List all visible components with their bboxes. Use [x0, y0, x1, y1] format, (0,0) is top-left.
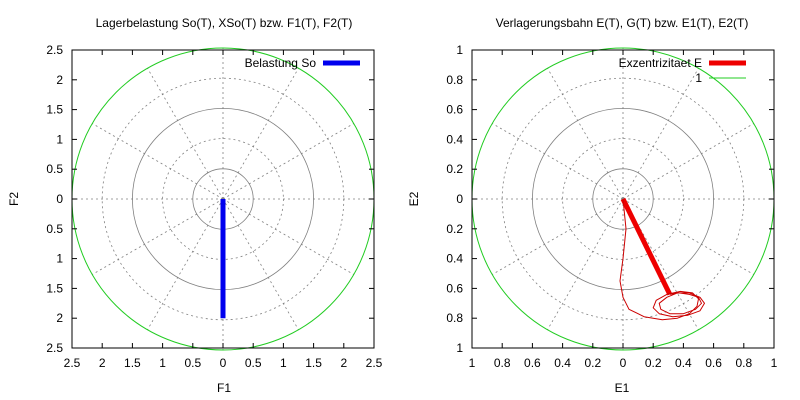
y-tick-label: 0.5 — [46, 222, 63, 236]
y-tick-label: 0.2 — [446, 162, 463, 176]
grid-ray — [622, 198, 754, 275]
series-line-0 — [620, 197, 673, 296]
y-tick-label: 1 — [456, 341, 463, 355]
y-tick-label: 1 — [56, 252, 63, 266]
x-tick-label: 0.6 — [705, 356, 722, 370]
x-tick-label: 2.5 — [366, 356, 383, 370]
y-tick-label: 1.5 — [46, 103, 63, 117]
x-tick-label: 0.2 — [645, 356, 662, 370]
x-tick-label: 0.2 — [584, 356, 601, 370]
chart-left-xlabel: F1 — [217, 381, 231, 395]
chart-right-series — [619, 197, 705, 321]
x-tick-label: 2 — [99, 356, 106, 370]
x-tick-label: 1.5 — [305, 356, 322, 370]
y-tick-label: 0.8 — [446, 73, 463, 87]
chart-right-y-ticks: 1 0.8 0.6 0.4 0.2 0 0.2 0.4 0.6 0.8 1 — [446, 43, 774, 355]
y-tick-label: 0 — [456, 192, 463, 206]
grid-ray — [222, 198, 299, 330]
y-tick-label: 0.6 — [446, 103, 463, 117]
series-line-1 — [619, 198, 705, 321]
grid-ray — [622, 68, 699, 200]
grid-ray — [92, 198, 224, 275]
x-tick-label: 0.8 — [735, 356, 752, 370]
x-tick-label: 0.6 — [524, 356, 541, 370]
chart-left-ylabel: F2 — [7, 192, 21, 206]
grid-ray — [547, 68, 624, 200]
y-tick-label: 0.2 — [446, 222, 463, 236]
chart-right-xlabel: E1 — [615, 381, 630, 395]
x-tick-label: 0.5 — [184, 356, 201, 370]
x-tick-label: 1 — [159, 356, 166, 370]
grid-ray — [622, 123, 754, 200]
grid-ray — [492, 123, 624, 200]
chart-right-title: Verlagerungsbahn E(T), G(T) bzw. E1(T), … — [496, 16, 749, 30]
x-tick-label: 1 — [280, 356, 287, 370]
x-tick-label: 1 — [771, 356, 778, 370]
y-tick-label: 2 — [56, 73, 63, 87]
grid-ray — [222, 123, 354, 200]
y-tick-label: 1 — [56, 132, 63, 146]
y-tick-label: 2.5 — [46, 43, 63, 57]
y-tick-label: 0.4 — [446, 132, 463, 146]
y-tick-label: 0.6 — [446, 281, 463, 295]
x-tick-label: 2 — [340, 356, 347, 370]
chart-left-x-ticks: 2.5 2 1.5 1 0.5 0 0.5 1 1.5 2 2.5 — [64, 50, 383, 370]
x-tick-label: 2.5 — [64, 356, 81, 370]
x-tick-label: 0 — [220, 356, 227, 370]
x-tick-label: 0 — [620, 356, 627, 370]
x-tick-label: 0.8 — [494, 356, 511, 370]
legend-label: 1 — [695, 71, 702, 85]
chart-left-y-ticks: 2.5 2 1.5 1 0.5 0 0.5 1 1.5 2 2.5 — [46, 43, 374, 355]
y-tick-label: 0.8 — [446, 311, 463, 325]
grid-ray — [222, 198, 354, 275]
grid-ray — [222, 68, 299, 200]
grid-ray — [92, 123, 224, 200]
legend-label: Belastung So — [245, 56, 317, 70]
y-tick-label: 2.5 — [46, 341, 63, 355]
grid-ray — [492, 198, 624, 275]
grid-ray — [147, 198, 224, 330]
chart-right: Verlagerungsbahn E(T), G(T) bzw. E1(T), … — [407, 16, 778, 395]
chart-right-legend: Exzentrizitaet E1 — [619, 56, 746, 85]
x-tick-label: 0.4 — [675, 356, 692, 370]
y-tick-label: 0.4 — [446, 252, 463, 266]
legend-label: Exzentrizitaet E — [619, 56, 702, 70]
chart-left-legend: Belastung So — [245, 56, 360, 70]
chart-left-title: Lagerbelastung So(T), XSo(T) bzw. F1(T),… — [96, 16, 353, 30]
grid-ray — [147, 68, 224, 200]
grid-ray — [547, 198, 624, 330]
y-tick-label: 1.5 — [46, 281, 63, 295]
y-tick-label: 0 — [56, 192, 63, 206]
x-tick-label: 0.5 — [245, 356, 262, 370]
x-tick-label: 1 — [469, 356, 476, 370]
chart-right-ylabel: E2 — [407, 191, 421, 206]
x-tick-label: 1.5 — [124, 356, 141, 370]
y-tick-label: 1 — [456, 43, 463, 57]
chart-right-x-ticks: 1 0.8 0.6 0.4 0.2 0 0.2 0.4 0.6 0.8 1 — [469, 50, 778, 370]
y-tick-label: 0.5 — [46, 162, 63, 176]
y-tick-label: 2 — [56, 311, 63, 325]
chart-left: Lagerbelastung So(T), XSo(T) bzw. F1(T),… — [7, 16, 383, 395]
x-tick-label: 0.4 — [554, 356, 571, 370]
